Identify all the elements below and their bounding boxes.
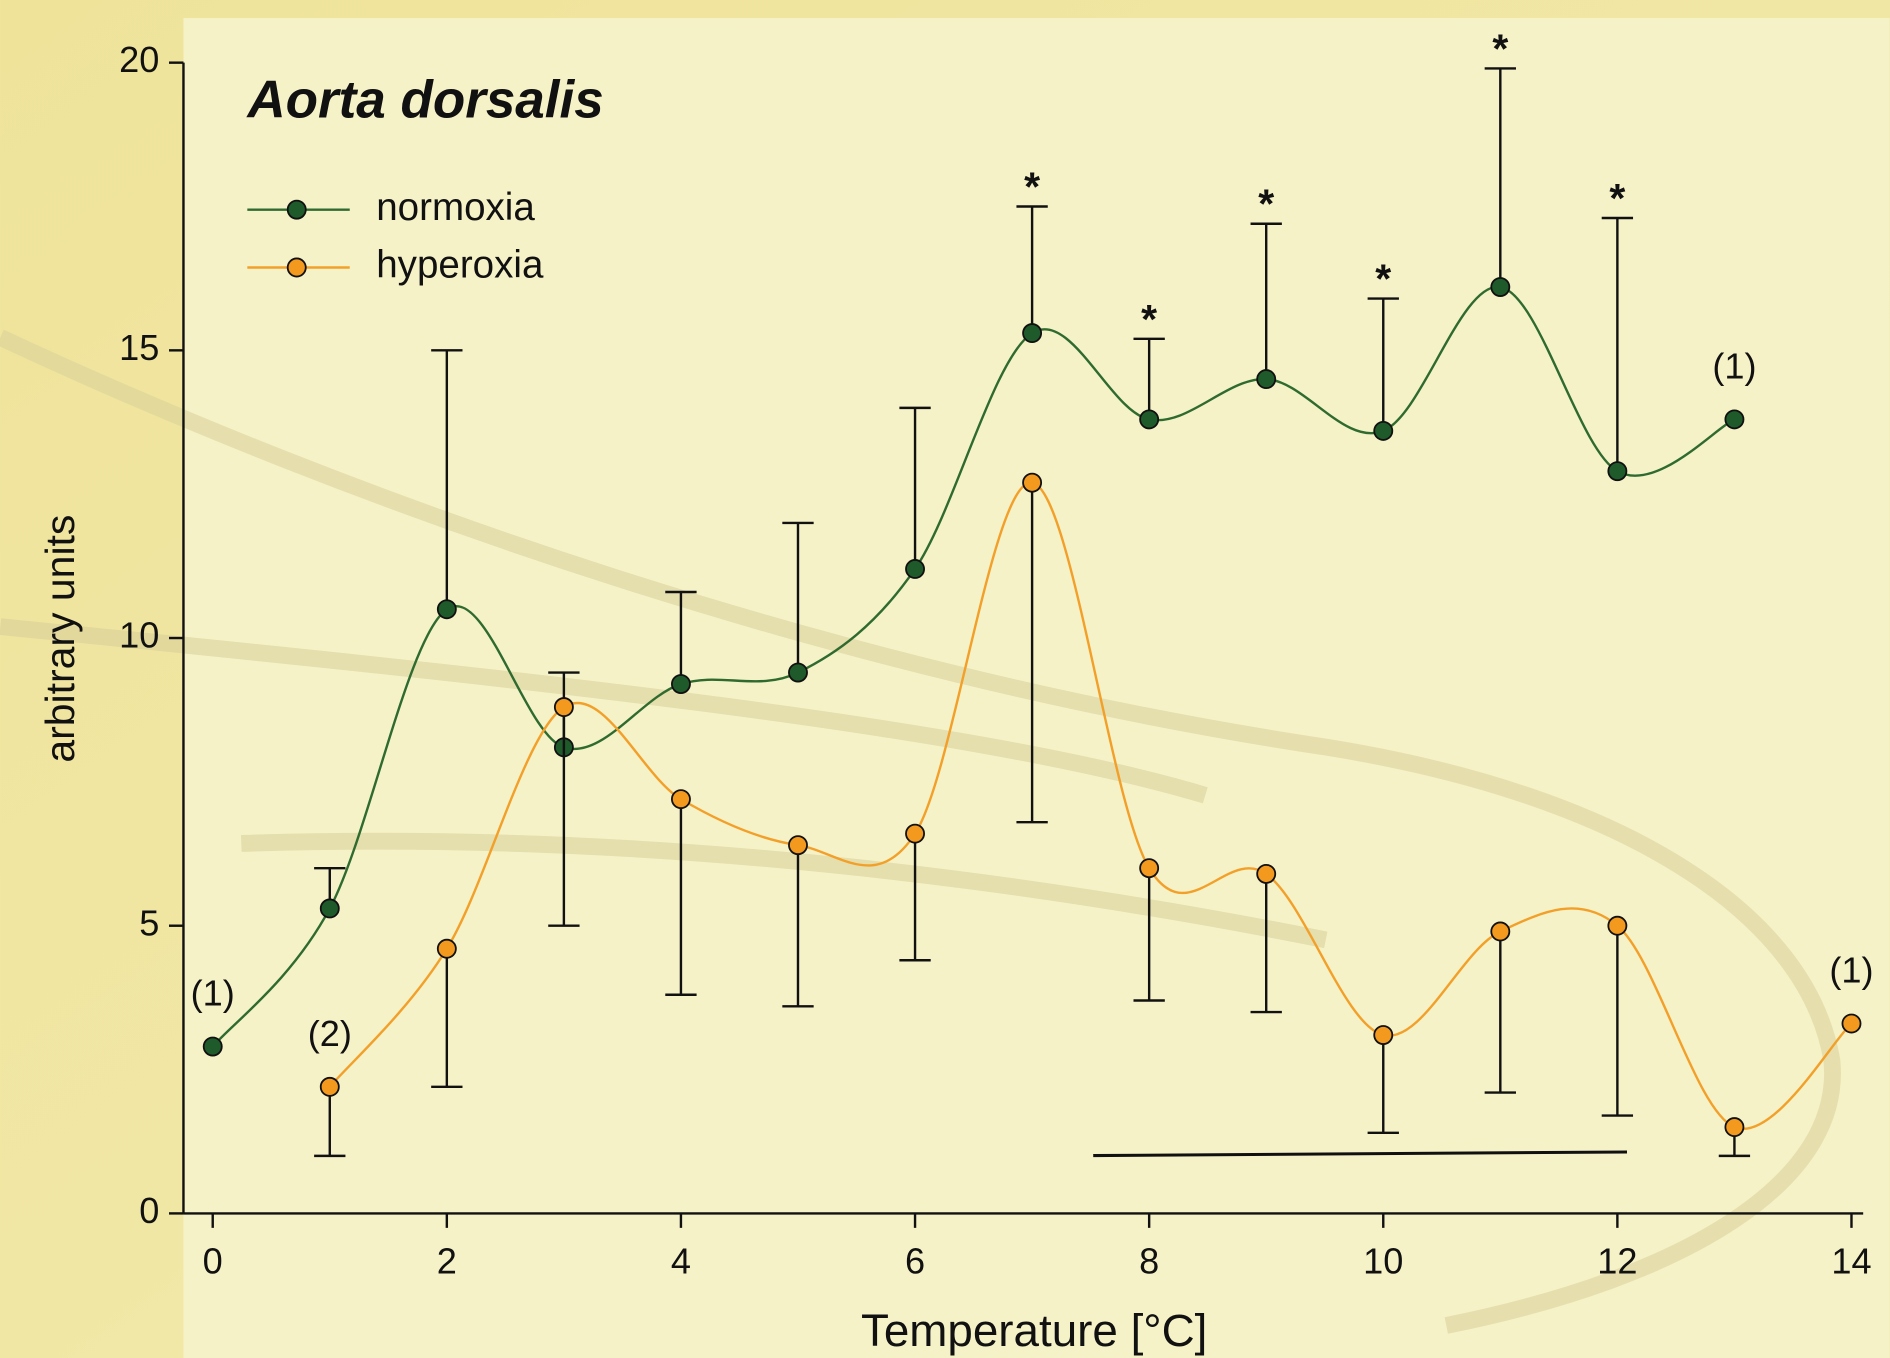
data-point xyxy=(1607,461,1628,482)
data-point xyxy=(436,938,457,959)
data-point xyxy=(905,823,925,844)
error-bar xyxy=(1367,1035,1399,1135)
data-point xyxy=(1490,921,1511,942)
data-point xyxy=(1490,277,1511,297)
data-point xyxy=(670,789,691,810)
legend-marker xyxy=(286,199,307,220)
y-tick-label: 20 xyxy=(119,39,159,80)
data-point xyxy=(202,1036,223,1057)
error-bar xyxy=(1016,482,1048,824)
chart-title: Aorta dorsalis xyxy=(245,71,603,130)
data-point xyxy=(1256,863,1277,884)
significance-mark: * xyxy=(1609,175,1625,221)
reference-line xyxy=(1093,1150,1628,1158)
x-tick-label: 6 xyxy=(905,1241,925,1282)
error-bar xyxy=(548,707,580,927)
background-texture xyxy=(0,329,1841,1334)
data-point xyxy=(670,674,691,695)
data-point xyxy=(1256,369,1277,390)
texture-stroke xyxy=(0,329,1841,1334)
data-point xyxy=(1373,420,1394,441)
point-label: (1) xyxy=(1829,949,1873,990)
point-label: (1) xyxy=(1712,345,1756,386)
legend-label: hyperoxia xyxy=(376,244,544,287)
y-axis-label: arbitrary units xyxy=(37,515,83,763)
significance-mark: * xyxy=(1141,296,1157,342)
error-bar xyxy=(1016,205,1048,334)
error-bar xyxy=(899,406,931,569)
x-tick-label: 10 xyxy=(1363,1241,1403,1282)
data-point xyxy=(319,1076,340,1097)
texture-stroke xyxy=(0,618,1208,804)
error-bar xyxy=(1133,337,1165,420)
data-point xyxy=(1139,858,1160,879)
error-bar xyxy=(899,833,931,962)
error-bar xyxy=(1484,67,1516,288)
series-line xyxy=(328,481,1853,1131)
x-tick-label: 12 xyxy=(1597,1241,1637,1282)
x-tick-label: 0 xyxy=(203,1241,223,1282)
error-bar xyxy=(1250,222,1282,380)
error-bar xyxy=(1367,297,1399,431)
data-point xyxy=(1841,1013,1862,1034)
legend-marker xyxy=(286,257,307,278)
error-bar xyxy=(665,799,697,996)
data-point xyxy=(1724,1117,1745,1138)
error-bar xyxy=(431,349,463,610)
error-bar xyxy=(782,845,814,1008)
data-point xyxy=(436,599,457,620)
significance-mark: * xyxy=(1492,25,1508,71)
data-point xyxy=(553,697,574,718)
error-bar xyxy=(1133,868,1165,1002)
x-tick-label: 4 xyxy=(671,1241,691,1282)
error-bar xyxy=(665,590,697,685)
point-label: (1) xyxy=(191,972,235,1013)
data-point xyxy=(1022,323,1043,344)
data-point xyxy=(905,559,925,579)
point-label: (2) xyxy=(308,1013,352,1054)
data-point xyxy=(1022,472,1043,493)
significance-mark: * xyxy=(1375,256,1391,302)
y-tick-label: 10 xyxy=(119,615,159,656)
error-bar xyxy=(1601,216,1634,472)
x-tick-label: 14 xyxy=(1831,1241,1871,1282)
data-point xyxy=(1724,409,1745,430)
x-tick-label: 8 xyxy=(1139,1241,1159,1282)
data-point xyxy=(1373,1025,1394,1045)
y-tick-label: 0 xyxy=(139,1190,159,1231)
error-bar xyxy=(431,948,463,1089)
legend-label: normoxia xyxy=(376,186,535,229)
error-bar xyxy=(314,1086,346,1158)
significance-mark: * xyxy=(1258,181,1274,227)
data-point xyxy=(1607,915,1628,936)
error-bar xyxy=(1250,873,1282,1014)
data-point xyxy=(1139,409,1160,430)
x-axis-label: Temperature [°C] xyxy=(861,1305,1207,1356)
data-point xyxy=(788,662,808,683)
significance-mark: * xyxy=(1024,163,1040,209)
data-point xyxy=(319,898,340,919)
texture-stroke xyxy=(241,832,1328,949)
y-tick-label: 5 xyxy=(139,902,159,943)
error-bar xyxy=(1484,931,1516,1094)
x-tick-label: 2 xyxy=(437,1241,457,1282)
error-bar xyxy=(1601,925,1634,1117)
y-tick-label: 15 xyxy=(119,327,159,368)
error-bar xyxy=(782,521,814,673)
data-point xyxy=(788,835,808,856)
